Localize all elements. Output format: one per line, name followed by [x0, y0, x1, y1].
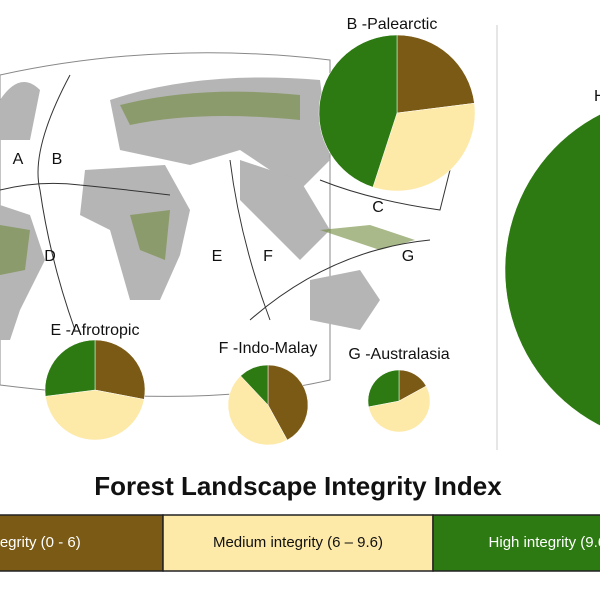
region-label: G -Australasia	[348, 346, 449, 363]
zone-label: D	[44, 248, 56, 265]
pie-slice	[368, 385, 431, 433]
region-label: B -Palearctic	[347, 16, 438, 33]
pie-slice	[372, 102, 476, 192]
zone-label: F	[263, 248, 273, 265]
legend-title: Forest Landscape Integrity Index	[94, 471, 502, 501]
world-map	[0, 25, 498, 450]
pie-slice	[44, 339, 96, 397]
legend-swatch	[0, 514, 164, 572]
pie-slice	[318, 34, 398, 188]
region-label: F -Indo-Malay	[219, 340, 318, 357]
region-label: E -Afrotropic	[51, 322, 140, 339]
zone-label: B	[52, 151, 63, 168]
zone-label: E	[212, 248, 223, 265]
pie-slice	[227, 375, 288, 446]
legend-label: High integrity (9.6 – 10)	[489, 534, 600, 551]
region-label: H	[594, 88, 600, 105]
pie-slice	[367, 369, 400, 408]
pie-slice	[396, 34, 475, 114]
legend-label: Low integrity (0 - 6)	[0, 534, 81, 551]
zone-label: C	[372, 199, 384, 216]
legend-swatch	[432, 514, 600, 572]
pie-slice	[240, 364, 269, 406]
zone-label: A	[13, 151, 24, 168]
zone-label: G	[402, 248, 414, 265]
pie-slice	[504, 114, 600, 426]
legend-label: Medium integrity (6 – 9.6)	[213, 534, 383, 551]
pie-slice	[45, 389, 145, 441]
legend-swatch	[162, 514, 434, 572]
pie-slice	[267, 364, 309, 441]
pie-slice	[94, 339, 146, 400]
